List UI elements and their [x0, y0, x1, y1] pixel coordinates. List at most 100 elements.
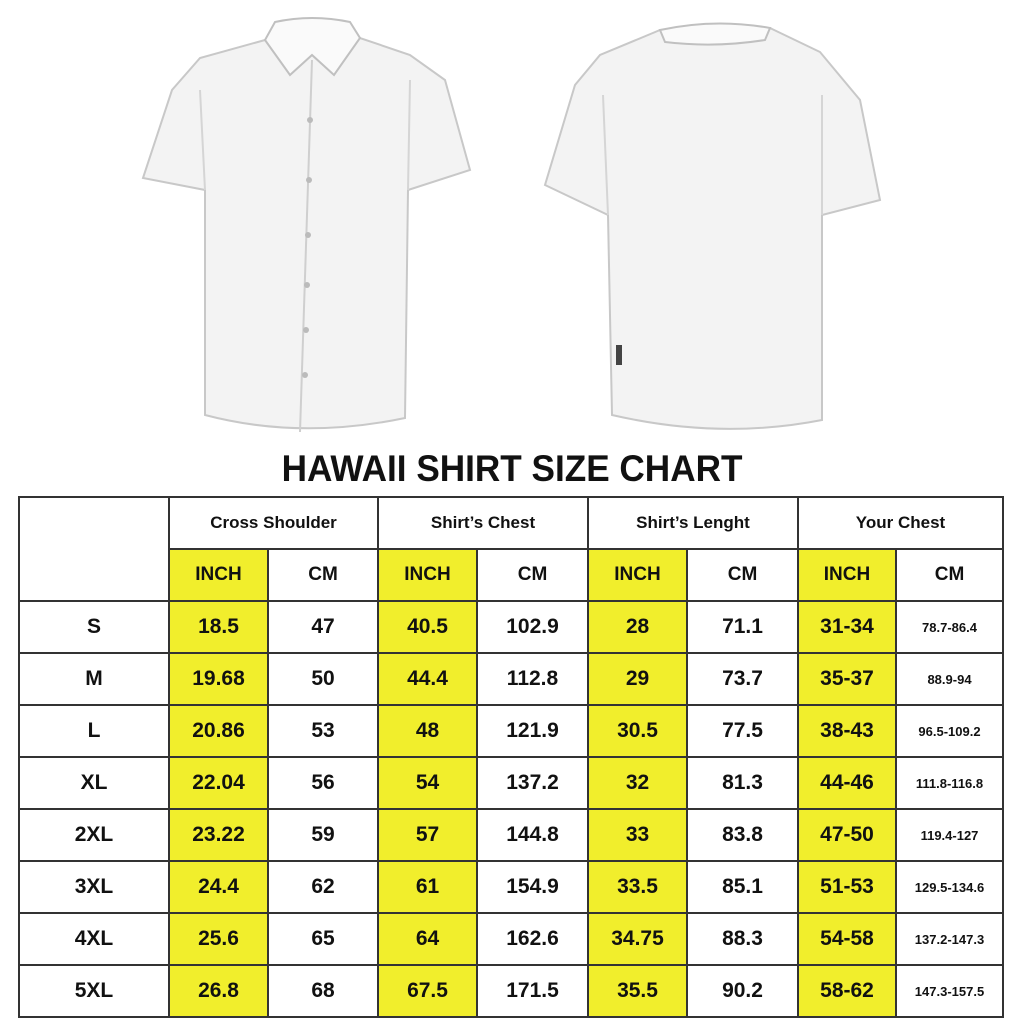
value-cell: 47-50: [797, 808, 897, 862]
value-cell: 24.4: [168, 860, 269, 914]
value-cell: 171.5: [476, 964, 589, 1018]
value-cell: 54: [377, 756, 478, 810]
value-cell: 32: [587, 756, 688, 810]
value-cell: 34.75: [587, 912, 688, 966]
size-label: M: [18, 652, 170, 706]
value-cell: 22.04: [168, 756, 269, 810]
value-cell: 112.8: [476, 652, 589, 706]
value-cell: 40.5: [377, 600, 478, 654]
value-cell: 47: [267, 600, 379, 654]
unit-header: CM: [686, 548, 799, 602]
value-cell: 90.2: [686, 964, 799, 1018]
value-cell: 61: [377, 860, 478, 914]
corner-cell: [18, 496, 170, 602]
value-cell: 20.86: [168, 704, 269, 758]
value-cell: 88.3: [686, 912, 799, 966]
value-cell: 48: [377, 704, 478, 758]
value-cell: 73.7: [686, 652, 799, 706]
value-cell: 67.5: [377, 964, 478, 1018]
value-cell: 29: [587, 652, 688, 706]
value-cell: 162.6: [476, 912, 589, 966]
value-cell: 119.4-127: [895, 808, 1004, 862]
size-label: S: [18, 600, 170, 654]
value-cell: 64: [377, 912, 478, 966]
size-label: 3XL: [18, 860, 170, 914]
group-header: Shirt’s Chest: [377, 496, 589, 550]
table-row: S 18.5 47 40.5 102.9 28 71.1 31-34 78.7-86.4: [18, 600, 1004, 654]
value-cell: 137.2-147.3: [895, 912, 1004, 966]
value-cell: 38-43: [797, 704, 897, 758]
value-cell: 71.1: [686, 600, 799, 654]
shirt-front-image: [141, 17, 472, 433]
size-label: 2XL: [18, 808, 170, 862]
unit-header: CM: [267, 548, 379, 602]
value-cell: 129.5-134.6: [895, 860, 1004, 914]
value-cell: 111.8-116.8: [895, 756, 1004, 810]
shirt-back-image: [543, 22, 882, 430]
value-cell: 33: [587, 808, 688, 862]
value-cell: 83.8: [686, 808, 799, 862]
value-cell: 154.9: [476, 860, 589, 914]
value-cell: 96.5-109.2: [895, 704, 1004, 758]
shirt-images: [141, 17, 882, 433]
unit-header: INCH: [797, 548, 897, 602]
group-header-row: Cross Shoulder Shirt’s Chest Shirt’s Lengh…: [18, 496, 1004, 602]
chart-title: HAWAII SHIRT SIZE CHART: [281, 448, 743, 489]
value-cell: 51-53: [797, 860, 897, 914]
value-cell: 81.3: [686, 756, 799, 810]
value-cell: 102.9: [476, 600, 589, 654]
value-cell: 28: [587, 600, 688, 654]
unit-header: CM: [895, 548, 1004, 602]
size-label: 5XL: [18, 964, 170, 1018]
value-cell: 77.5: [686, 704, 799, 758]
value-cell: 88.9-94: [895, 652, 1004, 706]
size-label: XL: [18, 756, 170, 810]
value-cell: 19.68: [168, 652, 269, 706]
group-header: Cross Shoulder: [168, 496, 379, 550]
value-cell: 33.5: [587, 860, 688, 914]
unit-header: INCH: [587, 548, 688, 602]
table-row: XL 22.04 56 54 137.2 32 81.3 44-46 111.8-116.8: [18, 756, 1004, 810]
value-cell: 44-46: [797, 756, 897, 810]
value-cell: 18.5: [168, 600, 269, 654]
table-row: 2XL 23.22 59 57 144.8 33 83.8 47-50 119.4-127: [18, 808, 1004, 862]
value-cell: 35-37: [797, 652, 897, 706]
value-cell: 56: [267, 756, 379, 810]
value-cell: 44.4: [377, 652, 478, 706]
value-cell: 137.2: [476, 756, 589, 810]
value-cell: 144.8: [476, 808, 589, 862]
value-cell: 50: [267, 652, 379, 706]
value-cell: 65: [267, 912, 379, 966]
value-cell: 121.9: [476, 704, 589, 758]
size-label: 4XL: [18, 912, 170, 966]
table-row: 4XL 25.6 65 64 162.6 34.75 88.3 54-58 137.2-147.…: [18, 912, 1004, 966]
value-cell: 23.22: [168, 808, 269, 862]
size-chart-table: Cross Shoulder Shirt’s Chest Shirt’s Lengh…: [18, 496, 1004, 1018]
value-cell: 54-58: [797, 912, 897, 966]
table-row: 3XL 24.4 62 61 154.9 33.5 85.1 51-53 129.5-134.6: [18, 860, 1004, 914]
value-cell: 31-34: [797, 600, 897, 654]
value-cell: 78.7-86.4: [895, 600, 1004, 654]
value-cell: 53: [267, 704, 379, 758]
value-cell: 58-62: [797, 964, 897, 1018]
unit-header: INCH: [377, 548, 478, 602]
value-cell: 147.3-157.5: [895, 964, 1004, 1018]
table-row: 5XL 26.8 68 67.5 171.5 35.5 90.2 58-62 147.3-157…: [18, 964, 1004, 1018]
table-row: M 19.68 50 44.4 112.8 29 73.7 35-37 88.9-94: [18, 652, 1004, 706]
group-header: Your Chest: [797, 496, 1004, 550]
value-cell: 30.5: [587, 704, 688, 758]
value-cell: 26.8: [168, 964, 269, 1018]
unit-header: INCH: [168, 548, 269, 602]
value-cell: 25.6: [168, 912, 269, 966]
value-cell: 68: [267, 964, 379, 1018]
unit-header-row: INCH CM INCH CM INCH CM INCH CM: [19, 548, 1004, 602]
value-cell: 85.1: [686, 860, 799, 914]
value-cell: 35.5: [587, 964, 688, 1018]
value-cell: 57: [377, 808, 478, 862]
table-row: L 20.86 53 48 121.9 30.5 77.5 38-43 96.5-109.2: [18, 704, 1004, 758]
value-cell: 62: [267, 860, 379, 914]
unit-header: CM: [476, 548, 589, 602]
value-cell: 59: [267, 808, 379, 862]
group-header: Shirt’s Lenght: [587, 496, 799, 550]
size-label: L: [18, 704, 170, 758]
